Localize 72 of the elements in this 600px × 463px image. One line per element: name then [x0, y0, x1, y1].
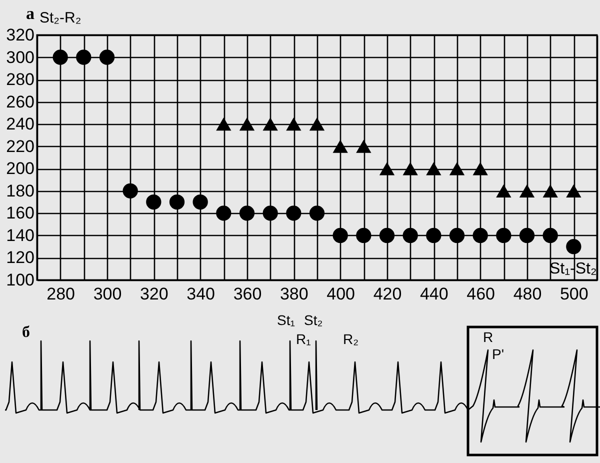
point — [449, 162, 465, 176]
x-tick-label: 500 — [560, 284, 588, 304]
point — [566, 184, 582, 198]
point — [472, 228, 488, 244]
x-tick-label: 420 — [373, 284, 402, 304]
point — [192, 194, 208, 210]
point — [542, 228, 558, 244]
point — [356, 228, 372, 244]
point — [566, 239, 582, 254]
point — [379, 228, 395, 244]
point — [426, 162, 442, 176]
y-tick-label: 300 — [6, 48, 34, 67]
y-axis-title: St₂-R₂ — [40, 10, 82, 26]
text: б — [22, 324, 30, 341]
x-tick-label: 320 — [140, 284, 168, 304]
point — [402, 228, 418, 244]
point — [332, 228, 348, 244]
point — [356, 140, 372, 153]
point — [286, 206, 302, 221]
point — [216, 206, 232, 221]
point — [542, 184, 558, 198]
point — [496, 228, 512, 244]
y-tick-label: 260 — [6, 92, 34, 112]
y-tick-label: 320 — [6, 26, 34, 44]
point — [262, 206, 278, 221]
point — [472, 162, 488, 176]
point — [426, 228, 442, 244]
x-tick-label: 280 — [46, 284, 76, 304]
point — [332, 140, 348, 153]
y-tick-label: 240 — [6, 114, 34, 134]
point — [309, 206, 325, 221]
y-tick-label: 100 — [6, 270, 34, 290]
point — [449, 228, 465, 244]
y-tick-label: 120 — [6, 248, 34, 268]
point — [216, 118, 232, 131]
point — [496, 184, 512, 198]
text: R₂ — [343, 331, 359, 347]
y-tick-label: 140 — [6, 226, 34, 245]
y-tick-label: 180 — [6, 181, 34, 200]
point — [379, 162, 395, 176]
text: а — [26, 4, 34, 23]
point — [402, 162, 418, 176]
point — [169, 194, 185, 210]
x-tick-label: 480 — [513, 284, 542, 304]
text: R — [483, 329, 494, 345]
point — [239, 118, 255, 131]
point — [76, 50, 92, 65]
y-tick-label: 200 — [6, 159, 34, 178]
text: St₂ — [304, 312, 323, 328]
point — [286, 118, 302, 131]
x-tick-label: 400 — [326, 284, 356, 304]
y-tick-label: 220 — [6, 136, 34, 156]
text: P' — [492, 346, 504, 362]
point — [519, 184, 535, 198]
x-tick-label: 300 — [93, 284, 122, 304]
point — [146, 194, 162, 210]
point — [52, 50, 68, 65]
point — [309, 118, 325, 131]
x-tick-label: 360 — [233, 284, 262, 304]
point — [239, 206, 255, 221]
y-tick-label: 280 — [6, 70, 34, 90]
text: St₁ — [277, 312, 295, 328]
point — [519, 228, 535, 244]
text: R₁ — [296, 331, 311, 347]
y-tick-label: 160 — [6, 204, 34, 223]
point — [99, 50, 115, 65]
point — [122, 183, 138, 198]
x-tick-label: 460 — [466, 284, 496, 304]
point — [262, 118, 278, 131]
x-tick-label: 380 — [280, 284, 308, 304]
x-tick-label: 340 — [186, 284, 216, 304]
x-tick-label: 440 — [420, 284, 448, 304]
